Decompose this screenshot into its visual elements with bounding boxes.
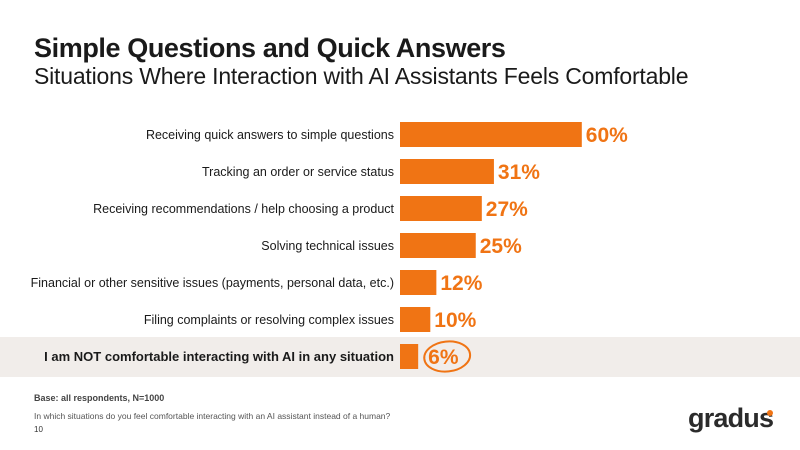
highlight-circle: [423, 340, 472, 373]
category-label: Solving technical issues: [261, 239, 394, 253]
bar: [400, 233, 476, 258]
page-subtitle: Situations Where Interaction with AI Ass…: [34, 63, 689, 89]
bar: [400, 270, 437, 295]
bar: [400, 122, 582, 147]
category-label: Receiving recommendations / help choosin…: [93, 202, 394, 216]
category-label: Tracking an order or service status: [202, 165, 394, 179]
gradus-logo: gradus: [688, 403, 774, 433]
value-label: 10%: [434, 309, 476, 332]
bar: [400, 196, 482, 221]
category-label: Financial or other sensitive issues (pay…: [31, 276, 394, 290]
category-label: I am NOT comfortable interacting with AI…: [44, 349, 394, 364]
base-note: Base: all respondents, N=1000: [34, 393, 165, 403]
value-label: 25%: [480, 235, 522, 258]
category-label: Receiving quick answers to simple questi…: [146, 128, 394, 142]
bar: [400, 307, 431, 332]
page-title: Simple Questions and Quick Answers: [34, 33, 506, 63]
value-label: 31%: [498, 161, 540, 184]
value-label: 60%: [586, 124, 628, 147]
value-label: 12%: [440, 272, 482, 295]
page-number: 10: [34, 425, 43, 434]
logo-dot-icon: [767, 410, 773, 416]
value-label: 27%: [486, 198, 528, 221]
bar: [400, 159, 494, 184]
category-label: Filing complaints or resolving complex i…: [144, 313, 394, 327]
bar: [400, 344, 419, 369]
survey-question: In which situations do you feel comforta…: [34, 411, 391, 421]
value-label: 6%: [428, 346, 459, 369]
